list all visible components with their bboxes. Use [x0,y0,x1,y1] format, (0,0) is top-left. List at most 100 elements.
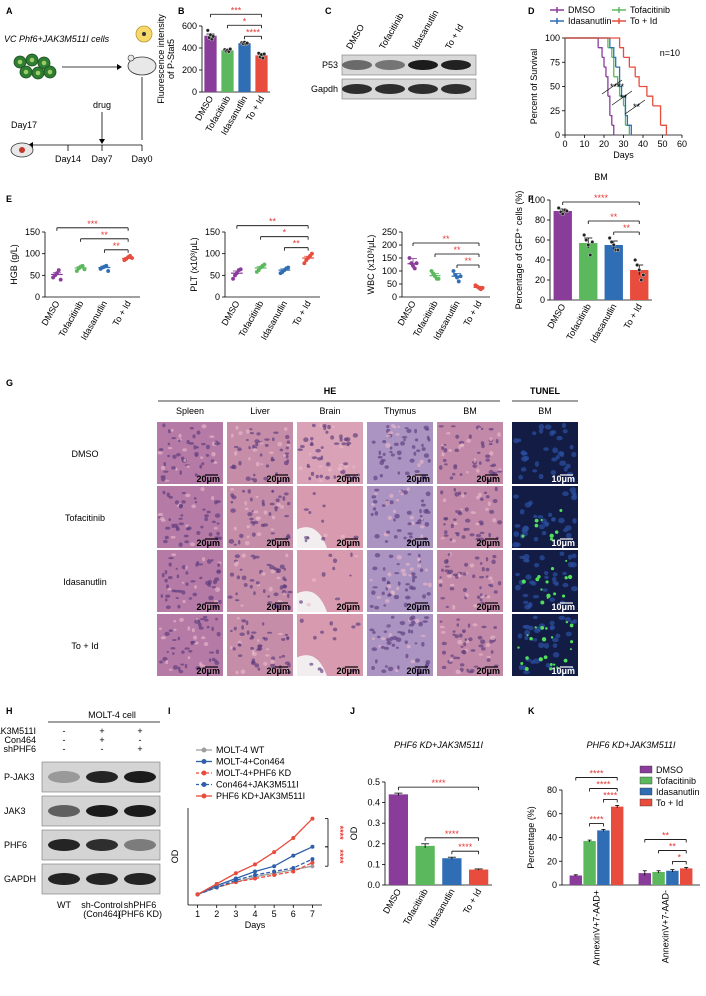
blot-band [124,771,156,783]
sig-label: * [678,852,682,862]
nucleus [569,444,574,450]
panel-label: J [350,706,355,716]
y-tick-label: 0 [35,292,40,302]
nucleus [330,435,335,440]
nucleus [381,591,385,596]
nucleus [205,580,210,586]
survival-step [639,85,648,97]
nucleus [372,630,376,634]
nucleus [345,437,351,442]
data-point [560,211,565,216]
data-point [231,276,236,281]
nucleus [164,594,171,598]
blot-band [441,60,471,70]
nucleus [211,496,215,501]
nucleus [188,597,193,600]
legend-swatch [639,765,653,774]
nucleus [187,626,191,631]
nucleus [373,492,379,495]
data-point [56,268,61,273]
nucleus [255,461,260,467]
nucleus [246,525,251,529]
nucleus [273,592,279,597]
nucleus [554,582,559,586]
nucleus [201,442,206,446]
nucleus [442,650,447,655]
bar [255,55,268,92]
cell-nucleus [29,57,35,63]
legend-marker [201,782,207,787]
nucleus [231,464,235,469]
histology-image: 20μm [437,614,503,676]
nucleus [449,476,454,480]
nucleus [441,641,447,646]
nucleus [426,435,430,440]
tunel-signal [540,518,543,522]
survival-step [598,47,603,58]
nucleus [558,517,565,524]
nucleus [387,666,394,672]
nucleus [160,465,166,471]
nucleus [552,643,558,648]
sig-label: ** [610,212,618,222]
nucleus [175,596,179,599]
nucleus [283,668,289,673]
nucleus [382,452,386,456]
tissue [297,422,363,484]
nucleus [306,602,311,607]
nucleus [184,540,189,544]
nucleus [244,501,248,506]
nucleus [299,445,305,448]
nucleus [299,618,304,623]
nucleus [421,443,424,448]
histology-image: 20μm [367,486,433,548]
scale-label: 20μm [196,538,220,548]
sig-label: ** [293,239,301,249]
tunel-signal [534,626,537,629]
nucleus [165,660,169,665]
nucleus [284,452,290,455]
day-label: Day17 [11,120,37,130]
nucleus [311,456,318,460]
panel-label: B [178,6,185,16]
nucleus [539,555,545,561]
nucleus [393,594,400,600]
scale-label: 20μm [406,474,430,484]
nucleus [241,619,247,623]
nucleus [528,500,533,506]
tunel-signal [543,655,548,660]
nucleus [393,518,396,522]
nucleus [544,575,549,580]
nucleus [186,465,190,468]
nucleus [400,441,405,446]
bar [579,243,598,300]
sig-label: ** [662,830,670,840]
nucleus [423,476,428,479]
y-tick-label: 250 [382,227,397,237]
nucleus [538,524,545,530]
nucleus [201,424,207,429]
sig-label: *** [231,5,242,15]
nucleus [319,479,324,483]
nucleus [259,453,263,457]
y-axis-label: PLT (x10³/μL) [189,237,199,291]
nucleus [282,592,286,596]
legend-marker [201,770,207,776]
nucleus [387,431,394,435]
x-tick-label: Tofacitinib [401,887,430,927]
nucleus [253,510,259,514]
y-tick-label: 0.0 [367,880,380,890]
nucleus [373,475,378,481]
nucleus [283,426,288,432]
nucleus [464,638,468,642]
nucleus [245,476,251,482]
nucleus [455,434,460,439]
survival-step [613,56,617,68]
y-axis-label: of P-Stat5 [166,39,176,79]
nucleus [260,572,266,576]
nucleus [177,666,181,671]
nucleus [425,491,431,497]
data-point [272,850,277,855]
nucleus [325,462,331,467]
legend-marker [201,793,207,799]
